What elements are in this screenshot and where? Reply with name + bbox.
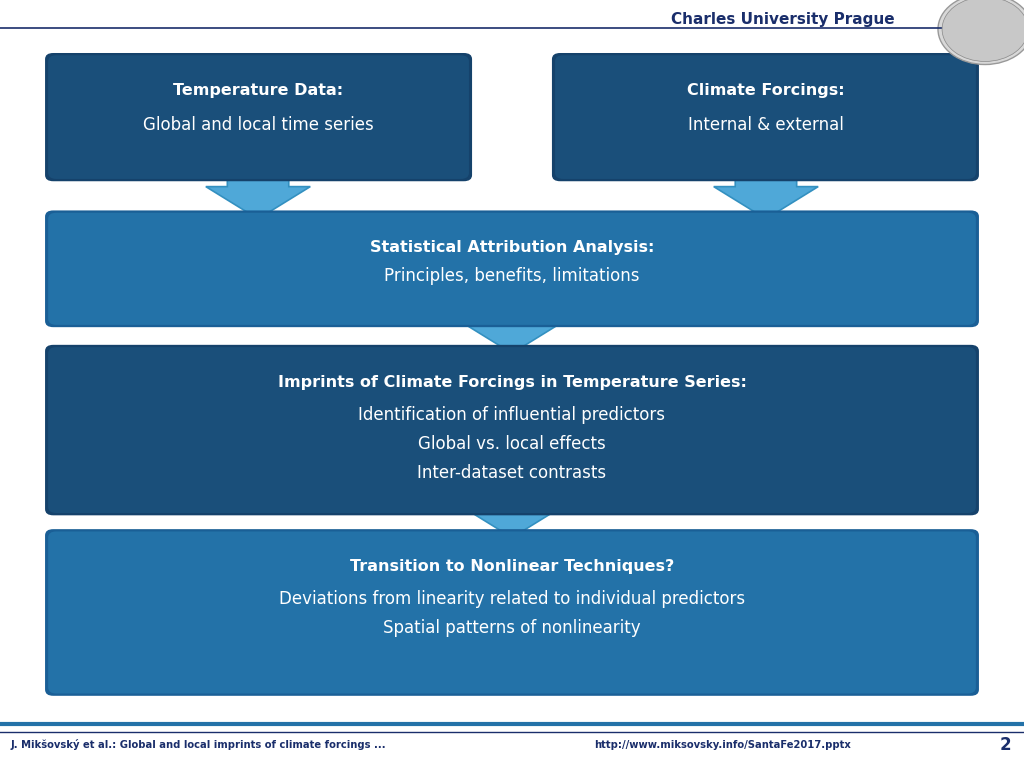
FancyBboxPatch shape [45, 529, 979, 696]
Polygon shape [460, 505, 564, 538]
Text: Imprints of Climate Forcings in Temperature Series:: Imprints of Climate Forcings in Temperat… [278, 375, 746, 390]
Text: Global vs. local effects: Global vs. local effects [418, 435, 606, 452]
Text: http://www.miksovsky.info/SantaFe2017.pptx: http://www.miksovsky.info/SantaFe2017.pp… [594, 740, 851, 750]
FancyBboxPatch shape [555, 55, 976, 179]
Circle shape [938, 0, 1024, 65]
Text: Charles University Prague: Charles University Prague [671, 12, 894, 28]
FancyBboxPatch shape [45, 53, 472, 181]
Text: 2: 2 [1000, 736, 1012, 754]
FancyBboxPatch shape [48, 213, 976, 325]
Text: J. Mikšovský et al.: Global and local imprints of climate forcings ...: J. Mikšovský et al.: Global and local im… [10, 740, 386, 750]
Text: Statistical Attribution Analysis:: Statistical Attribution Analysis: [370, 240, 654, 256]
FancyBboxPatch shape [45, 210, 979, 327]
Text: Climate Forcings:: Climate Forcings: [687, 83, 844, 98]
FancyBboxPatch shape [48, 55, 469, 179]
Polygon shape [460, 319, 564, 353]
Text: Transition to Nonlinear Techniques?: Transition to Nonlinear Techniques? [350, 559, 674, 574]
FancyBboxPatch shape [552, 53, 979, 181]
Circle shape [942, 0, 1024, 61]
Polygon shape [714, 173, 818, 219]
FancyBboxPatch shape [45, 345, 979, 515]
Text: Internal & external: Internal & external [687, 116, 844, 134]
Text: Inter-dataset contrasts: Inter-dataset contrasts [418, 464, 606, 482]
FancyBboxPatch shape [48, 531, 976, 694]
Text: Principles, benefits, limitations: Principles, benefits, limitations [384, 267, 640, 286]
Polygon shape [206, 173, 310, 219]
Text: Temperature Data:: Temperature Data: [173, 83, 344, 98]
Text: Global and local time series: Global and local time series [143, 116, 374, 134]
FancyBboxPatch shape [48, 347, 976, 513]
Text: Identification of influential predictors: Identification of influential predictors [358, 406, 666, 423]
Text: Spatial patterns of nonlinearity: Spatial patterns of nonlinearity [383, 619, 641, 637]
Text: Deviations from linearity related to individual predictors: Deviations from linearity related to ind… [279, 590, 745, 607]
